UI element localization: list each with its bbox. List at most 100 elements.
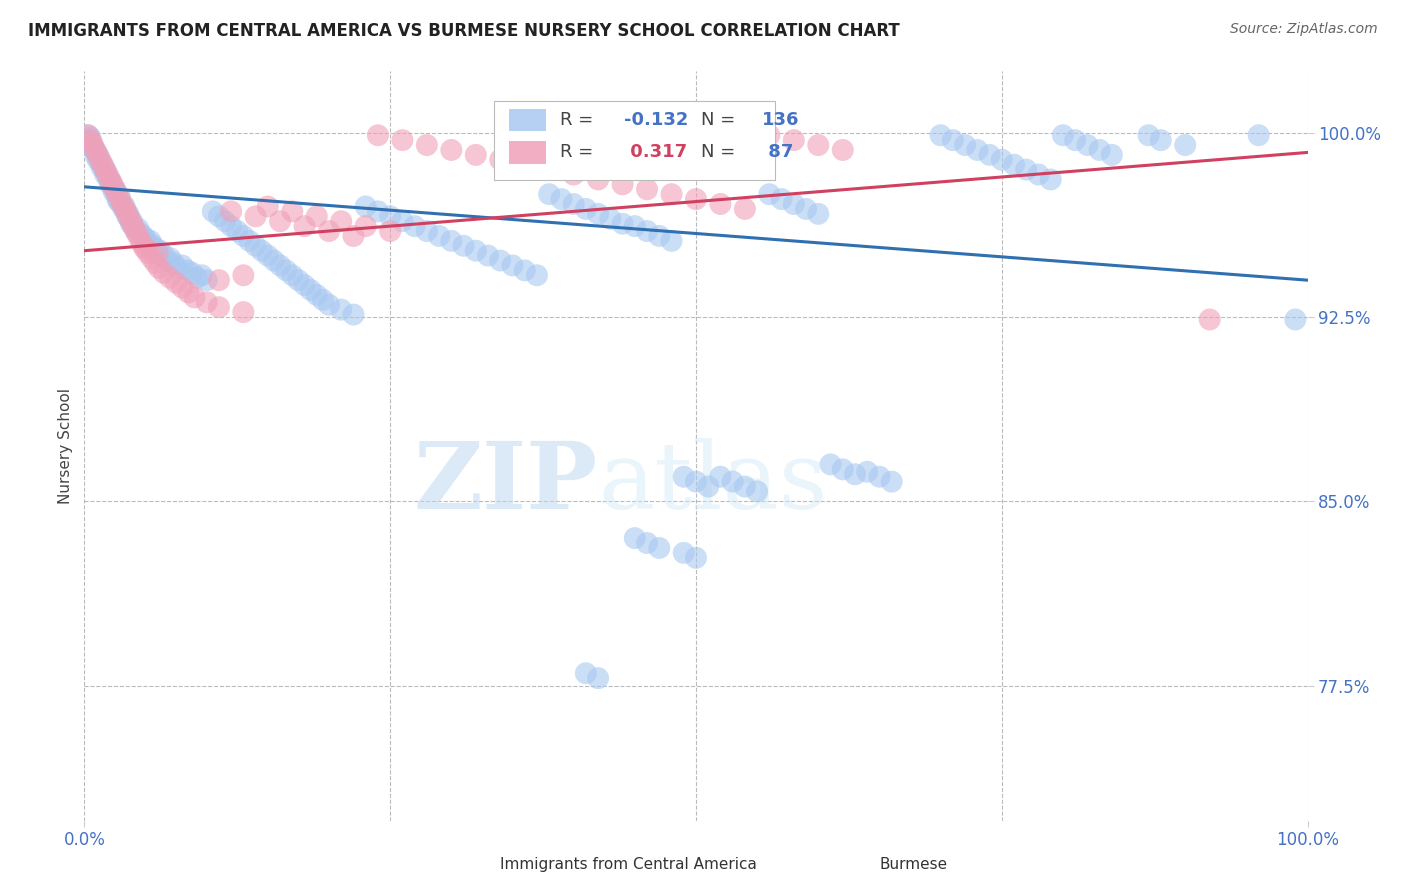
Point bbox=[440, 234, 463, 248]
Point bbox=[219, 204, 242, 219]
Point bbox=[929, 128, 952, 143]
Point bbox=[391, 133, 413, 147]
Point bbox=[685, 550, 707, 565]
Text: IMMIGRANTS FROM CENTRAL AMERICA VS BURMESE NURSERY SCHOOL CORRELATION CHART: IMMIGRANTS FROM CENTRAL AMERICA VS BURME… bbox=[28, 22, 900, 40]
Text: N =: N = bbox=[700, 144, 741, 161]
Point bbox=[214, 214, 236, 228]
Point bbox=[513, 158, 536, 172]
Point bbox=[121, 214, 143, 228]
Point bbox=[97, 169, 120, 184]
Point bbox=[94, 168, 117, 182]
Point bbox=[477, 249, 499, 263]
Text: 87: 87 bbox=[762, 144, 793, 161]
Point bbox=[163, 256, 186, 270]
Point bbox=[141, 251, 163, 265]
Point bbox=[709, 469, 731, 483]
Point bbox=[1002, 158, 1025, 172]
Point bbox=[672, 469, 695, 483]
Text: -0.132: -0.132 bbox=[624, 112, 688, 129]
Point bbox=[489, 153, 512, 167]
Point bbox=[305, 209, 328, 223]
Point bbox=[783, 197, 806, 211]
Point bbox=[794, 202, 817, 216]
Point bbox=[1052, 128, 1074, 143]
Point bbox=[105, 187, 128, 202]
Point bbox=[104, 182, 127, 196]
Point bbox=[294, 219, 316, 234]
Point bbox=[661, 234, 683, 248]
Point bbox=[330, 302, 353, 317]
Point bbox=[103, 185, 125, 199]
Point bbox=[991, 153, 1014, 167]
Point bbox=[245, 239, 267, 253]
Point bbox=[1137, 128, 1160, 143]
Point bbox=[135, 231, 157, 245]
Point bbox=[367, 204, 389, 219]
Point bbox=[1198, 312, 1220, 326]
Point bbox=[142, 239, 165, 253]
Point bbox=[127, 221, 149, 235]
Point bbox=[1015, 162, 1038, 177]
Point bbox=[586, 207, 609, 221]
Point bbox=[624, 531, 647, 545]
Point bbox=[953, 138, 976, 153]
Point bbox=[172, 259, 194, 273]
Point bbox=[91, 158, 114, 172]
Point bbox=[105, 192, 128, 206]
Point bbox=[318, 298, 340, 312]
Point bbox=[636, 536, 658, 550]
Point bbox=[91, 158, 114, 172]
Point bbox=[342, 229, 364, 244]
Point bbox=[250, 244, 273, 258]
Point bbox=[856, 465, 879, 479]
Point bbox=[79, 133, 101, 147]
Point bbox=[120, 217, 142, 231]
Point bbox=[84, 143, 107, 157]
Point bbox=[330, 214, 353, 228]
Point bbox=[107, 194, 129, 209]
Point bbox=[186, 270, 208, 285]
Point bbox=[354, 199, 377, 213]
Point bbox=[245, 209, 267, 223]
Point bbox=[83, 143, 105, 157]
Point bbox=[807, 138, 830, 153]
Point bbox=[269, 214, 291, 228]
Bar bbox=[509, 109, 546, 131]
Point bbox=[128, 231, 150, 245]
Point bbox=[599, 211, 621, 226]
Point bbox=[131, 236, 153, 251]
Point bbox=[165, 276, 187, 290]
Point bbox=[149, 244, 172, 258]
Point bbox=[114, 202, 136, 216]
Point bbox=[391, 214, 413, 228]
Point bbox=[124, 221, 146, 235]
Point bbox=[287, 273, 309, 287]
Point bbox=[183, 290, 205, 304]
Point bbox=[1088, 143, 1111, 157]
Point bbox=[648, 229, 671, 244]
Point bbox=[132, 229, 155, 244]
Point bbox=[526, 268, 548, 283]
Point bbox=[96, 165, 118, 179]
Point bbox=[648, 541, 671, 555]
Point bbox=[661, 187, 683, 202]
Point bbox=[98, 172, 121, 186]
Point bbox=[263, 253, 285, 268]
Point bbox=[979, 148, 1001, 162]
Point bbox=[1076, 138, 1098, 153]
Point bbox=[90, 160, 112, 174]
Point bbox=[125, 224, 148, 238]
Point bbox=[734, 479, 756, 493]
Point bbox=[299, 283, 322, 297]
Point bbox=[77, 128, 100, 143]
Point bbox=[1101, 148, 1123, 162]
Point bbox=[844, 467, 866, 482]
Point bbox=[562, 197, 585, 211]
Point bbox=[672, 546, 695, 560]
Point bbox=[232, 229, 254, 244]
Point bbox=[416, 138, 439, 153]
Point bbox=[513, 263, 536, 277]
Point bbox=[181, 266, 204, 280]
Point bbox=[612, 217, 634, 231]
Point bbox=[586, 671, 609, 685]
